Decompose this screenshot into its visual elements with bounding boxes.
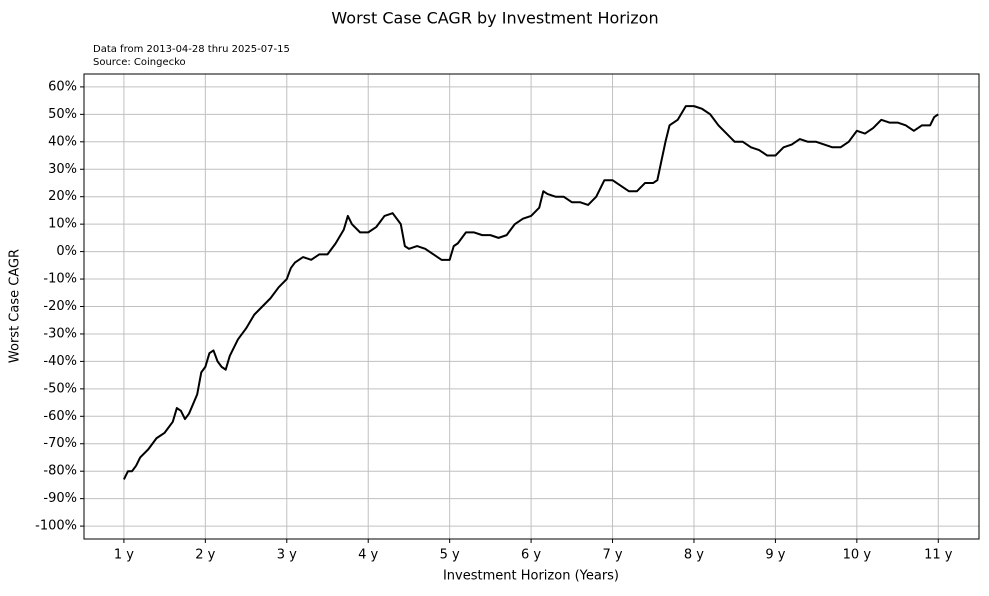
y-tick-label: -80% [43, 464, 77, 479]
subtitle: Source: Coingecko [93, 57, 186, 68]
y-tick-label: -20% [43, 299, 77, 314]
x-tick-label: 8 y [684, 548, 704, 563]
subtitle: Data from 2013-04-28 thru 2025-07-15 [93, 44, 290, 55]
x-tick-label: 3 y [277, 548, 297, 563]
y-tick-label: 20% [48, 189, 77, 204]
x-tick-label: 5 y [440, 548, 460, 563]
y-tick-label: 40% [48, 134, 77, 149]
x-tick-label: 1 y [114, 548, 134, 563]
x-tick-label: 7 y [602, 548, 622, 563]
x-tick-label: 11 y [924, 548, 953, 563]
y-tick-label: -40% [43, 354, 77, 369]
y-tick-label: -50% [43, 381, 77, 396]
x-tick-label: 6 y [521, 548, 541, 563]
y-tick-label: 10% [48, 217, 77, 232]
y-tick-label: -90% [43, 491, 77, 506]
y-tick-label: -70% [43, 436, 77, 451]
x-tick-label: 9 y [765, 548, 785, 563]
y-tick-label: 0% [56, 244, 77, 259]
x-tick-label: 2 y [195, 548, 215, 563]
y-axis-label: Worst Case CAGR [8, 249, 23, 363]
x-tick-label: 4 y [358, 548, 378, 563]
y-tick-label: 60% [48, 79, 77, 94]
y-tick-label: -60% [43, 409, 77, 424]
plot-frame [83, 73, 980, 540]
y-tick-label: -30% [43, 326, 77, 341]
chart-title: Worst Case CAGR by Investment Horizon [331, 9, 658, 28]
x-tick-label: 10 y [843, 548, 872, 563]
y-tick-label: -10% [43, 272, 77, 287]
y-tick-label: 30% [48, 162, 77, 177]
x-axis-label: Investment Horizon (Years) [443, 569, 619, 584]
y-tick-label: -100% [35, 519, 77, 534]
y-tick-label: 50% [48, 107, 77, 122]
line-series [123, 105, 939, 480]
